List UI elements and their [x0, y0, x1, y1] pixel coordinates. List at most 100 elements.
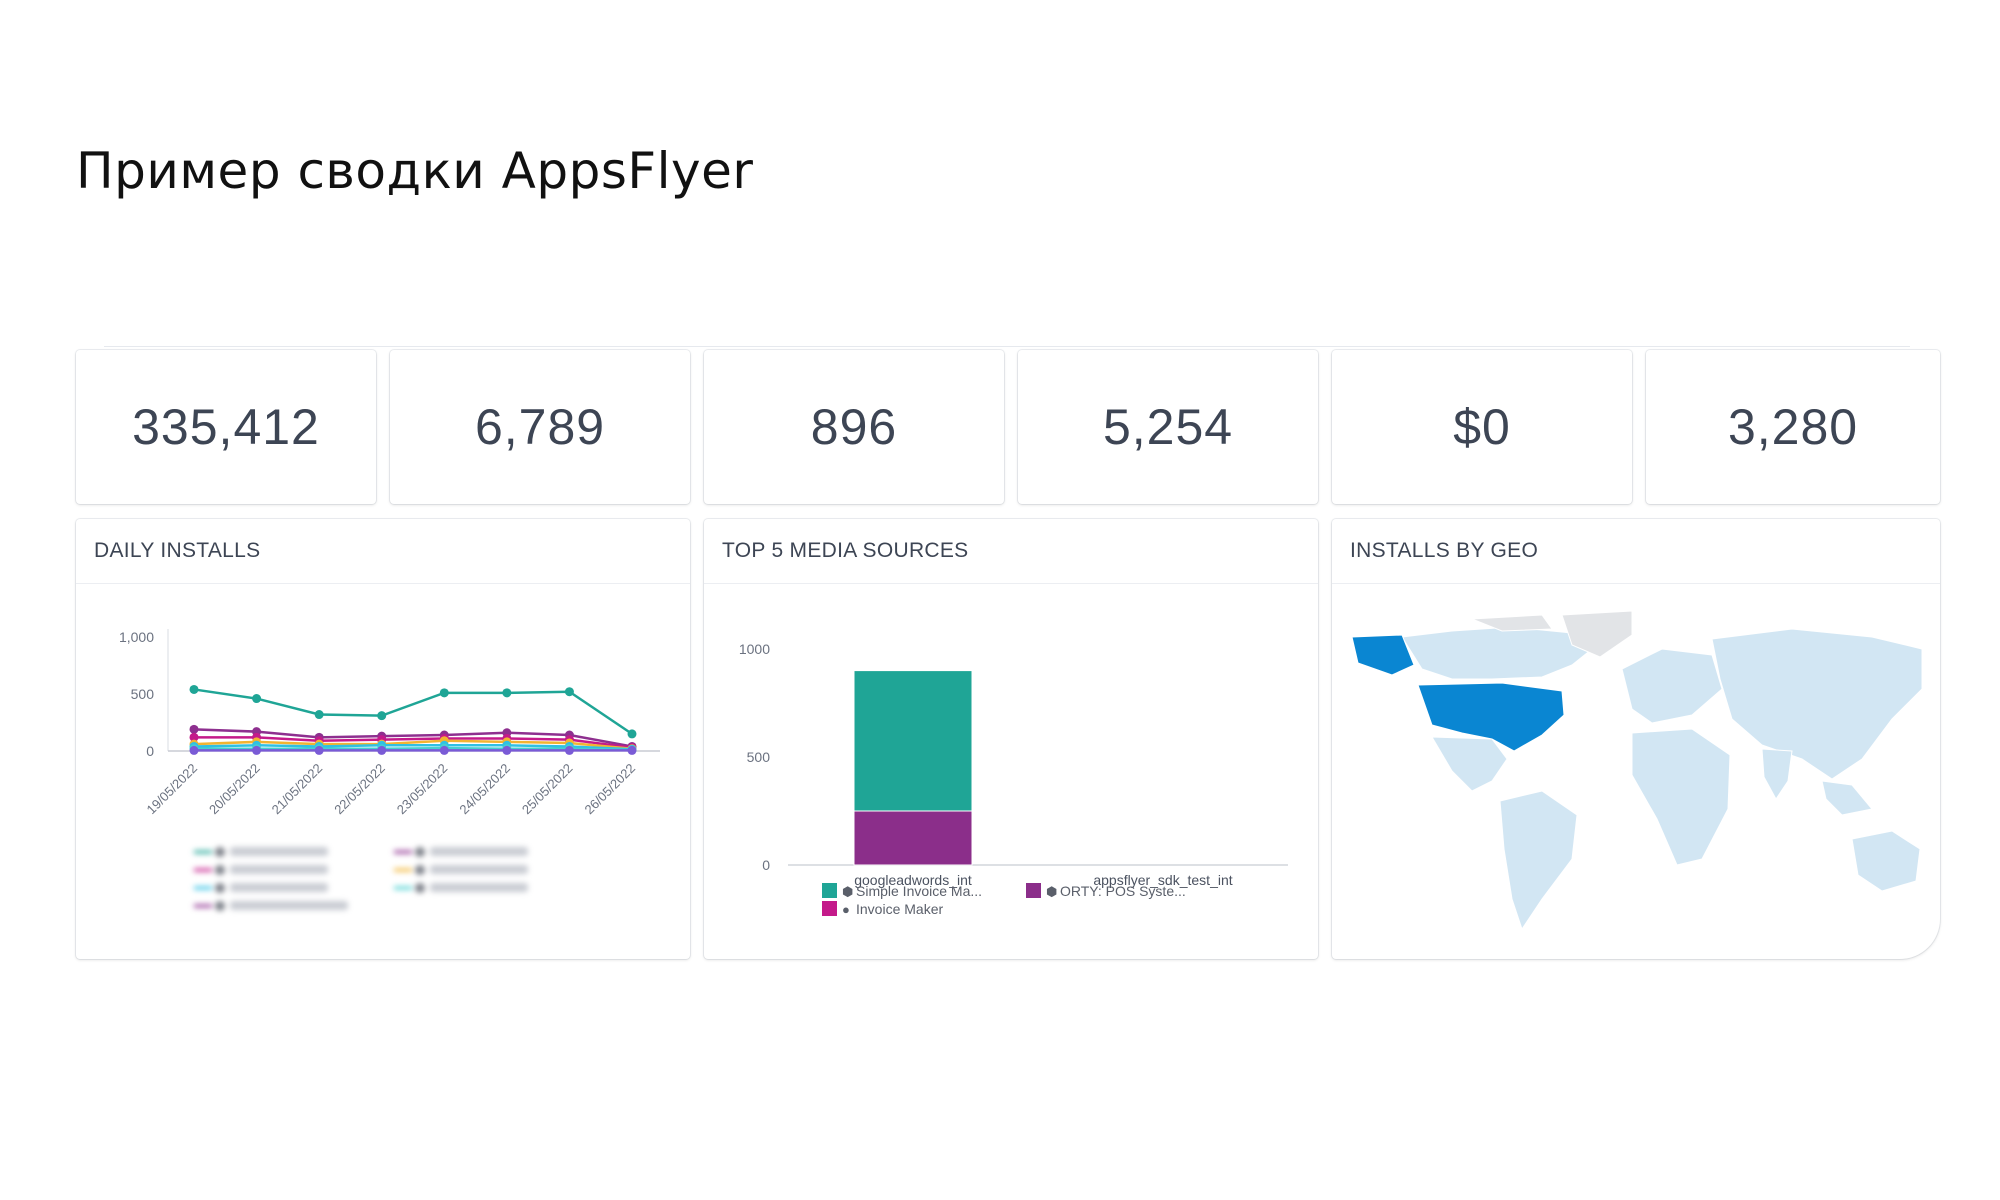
map-region-canada[interactable] [1401, 626, 1593, 680]
kpi-value: 896 [810, 399, 898, 455]
kpi-value: $0 [1453, 399, 1511, 455]
legend-icon [215, 865, 225, 875]
kpi-card[interactable]: 335,412 [76, 350, 376, 504]
kpi-value: 335,412 [132, 399, 320, 455]
data-point[interactable] [377, 711, 387, 721]
y-tick-label: 0 [146, 743, 154, 759]
x-tick-label: googleadwords_int [854, 872, 972, 888]
panel-divider [1332, 583, 1940, 584]
map-region-asia[interactable] [1711, 628, 1923, 780]
map-region-mexico[interactable] [1431, 736, 1508, 792]
data-point[interactable] [502, 688, 512, 698]
android-icon: ⬢ [1046, 884, 1057, 899]
legend-label-blurred [430, 883, 528, 892]
series-line [194, 746, 633, 752]
data-point[interactable] [377, 745, 387, 755]
map-region-alaska[interactable] [1351, 634, 1415, 676]
x-tick-label: 20/05/2022 [206, 761, 263, 818]
kpi-card[interactable]: 3,280 [1646, 350, 1940, 504]
legend-icon [215, 883, 225, 893]
kpi-card[interactable]: 5,254 [1018, 350, 1318, 504]
android-icon: ⬢ [842, 884, 853, 899]
legend-icon [215, 847, 225, 857]
map-region-europe[interactable] [1621, 648, 1723, 724]
x-tick-label: 26/05/2022 [581, 761, 638, 818]
data-point[interactable] [189, 684, 199, 694]
legend-label: Simple Invoice Ma... [856, 883, 982, 899]
apple-icon: ● [842, 902, 850, 917]
data-point[interactable] [314, 710, 324, 720]
data-point[interactable] [439, 745, 449, 755]
map-region-greenland[interactable] [1561, 610, 1633, 658]
series-line [193, 728, 633, 748]
map-region-australia[interactable] [1851, 830, 1921, 892]
kpi-value: 3,280 [1727, 399, 1859, 455]
y-tick-label: 1000 [739, 641, 770, 657]
data-point[interactable] [189, 732, 199, 742]
world-map[interactable] [1332, 519, 1940, 959]
dashboard-top-divider [104, 346, 1910, 347]
map-region-south-america[interactable] [1499, 790, 1578, 931]
data-point[interactable] [627, 745, 637, 755]
x-tick-label: 25/05/2022 [519, 761, 576, 818]
kpi-card[interactable]: 6,789 [390, 350, 690, 504]
legend-label-blurred [230, 847, 328, 856]
kpi-card[interactable]: 896 [704, 350, 1004, 504]
legend-icon [415, 865, 425, 875]
data-point[interactable] [502, 745, 512, 755]
legend-label-blurred [430, 847, 528, 856]
bar-segment[interactable] [853, 810, 973, 866]
x-tick-label: appsflyer_sdk_test_int [1093, 872, 1232, 888]
chart-legend [194, 847, 528, 911]
data-point[interactable] [439, 688, 449, 698]
legend-icon [415, 847, 425, 857]
x-tick-label: 19/05/2022 [143, 761, 200, 818]
legend-swatch [1026, 883, 1041, 898]
kpi-value: 6,789 [474, 399, 606, 455]
data-point[interactable] [252, 694, 262, 704]
series-line [194, 736, 633, 749]
legend-swatch [822, 901, 837, 916]
slide-title: Пример сводки AppsFlyer [76, 142, 754, 200]
kpi-value: 5,254 [1102, 399, 1234, 455]
bar-segment[interactable] [853, 670, 973, 812]
data-point[interactable] [314, 745, 324, 755]
data-point[interactable] [189, 745, 199, 755]
data-point[interactable] [564, 745, 574, 755]
legend-swatch [822, 883, 837, 898]
data-point[interactable] [627, 729, 637, 739]
map-region-usa[interactable] [1417, 682, 1565, 752]
map-region-africa[interactable] [1631, 728, 1731, 866]
map-region-india[interactable] [1761, 748, 1793, 800]
dashboard: 335,412 6,789 896 5,254 $0 3,280 DAILY I… [76, 346, 1940, 962]
x-tick-label: 21/05/2022 [269, 761, 326, 818]
series-line [193, 739, 633, 750]
y-tick-label: 500 [131, 686, 155, 702]
panel-divider [76, 583, 690, 584]
legend-label-blurred [230, 865, 328, 874]
legend-label-blurred [230, 901, 348, 910]
kpi-card[interactable]: $0 [1332, 350, 1632, 504]
map-region-arctic[interactable] [1471, 614, 1553, 632]
legend-label-blurred [430, 865, 528, 874]
panel-title: TOP 5 MEDIA SOURCES [722, 539, 969, 562]
legend-label-blurred [230, 883, 328, 892]
data-point[interactable] [252, 745, 262, 755]
media-sources-panel: TOP 5 MEDIA SOURCES 1000 500 0 googleadword… [704, 519, 1318, 959]
data-point[interactable] [564, 687, 574, 697]
geo-panel: INSTALLS BY GEO [1332, 519, 1940, 959]
legend-icon [415, 883, 425, 893]
data-point[interactable] [189, 724, 199, 734]
daily-installs-panel: DAILY INSTALLS 1,000 500 0 19/05/2022 20/05/… [76, 519, 690, 959]
y-tick-label: 1,000 [119, 629, 154, 645]
panel-title: INSTALLS BY GEO [1350, 539, 1539, 562]
x-tick-label: 24/05/2022 [456, 761, 513, 818]
x-tick-label: 22/05/2022 [331, 761, 388, 818]
x-tick-label: 23/05/2022 [394, 761, 451, 818]
panel-title: DAILY INSTALLS [94, 539, 261, 562]
media-sources-chart[interactable]: 1000 500 0 googleadwords_int appsflyer_sdk_t… [704, 519, 1318, 959]
panel-divider [704, 583, 1318, 584]
legend-icon [215, 901, 225, 911]
map-region-southeast-asia[interactable] [1821, 780, 1873, 816]
